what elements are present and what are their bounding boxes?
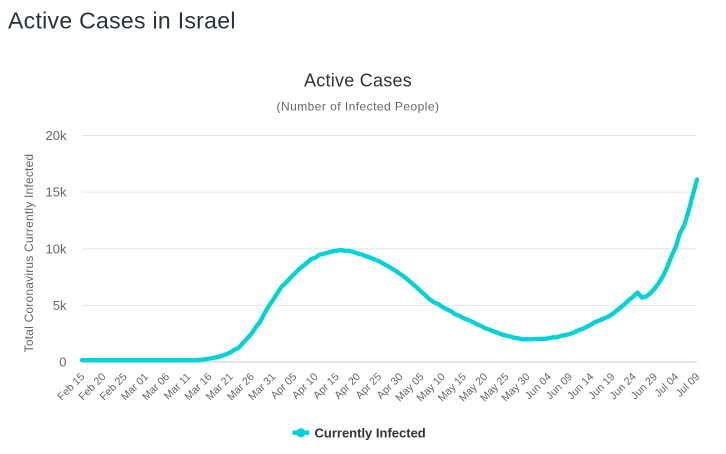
svg-text:(Number of Infected People): (Number of Infected People) [277,100,440,114]
svg-text:Total Coronavirus Currently In: Total Coronavirus Currently Infected [22,154,36,353]
svg-text:5k: 5k [53,298,67,313]
svg-text:Active Cases: Active Cases [304,71,412,91]
svg-text:20k: 20k [46,128,67,143]
svg-text:Active Cases in Israel: Active Cases in Israel [8,8,236,34]
svg-text:0: 0 [59,355,66,370]
svg-text:10k: 10k [46,241,67,256]
svg-text:15k: 15k [46,185,67,200]
svg-text:Currently Infected: Currently Infected [315,425,426,440]
